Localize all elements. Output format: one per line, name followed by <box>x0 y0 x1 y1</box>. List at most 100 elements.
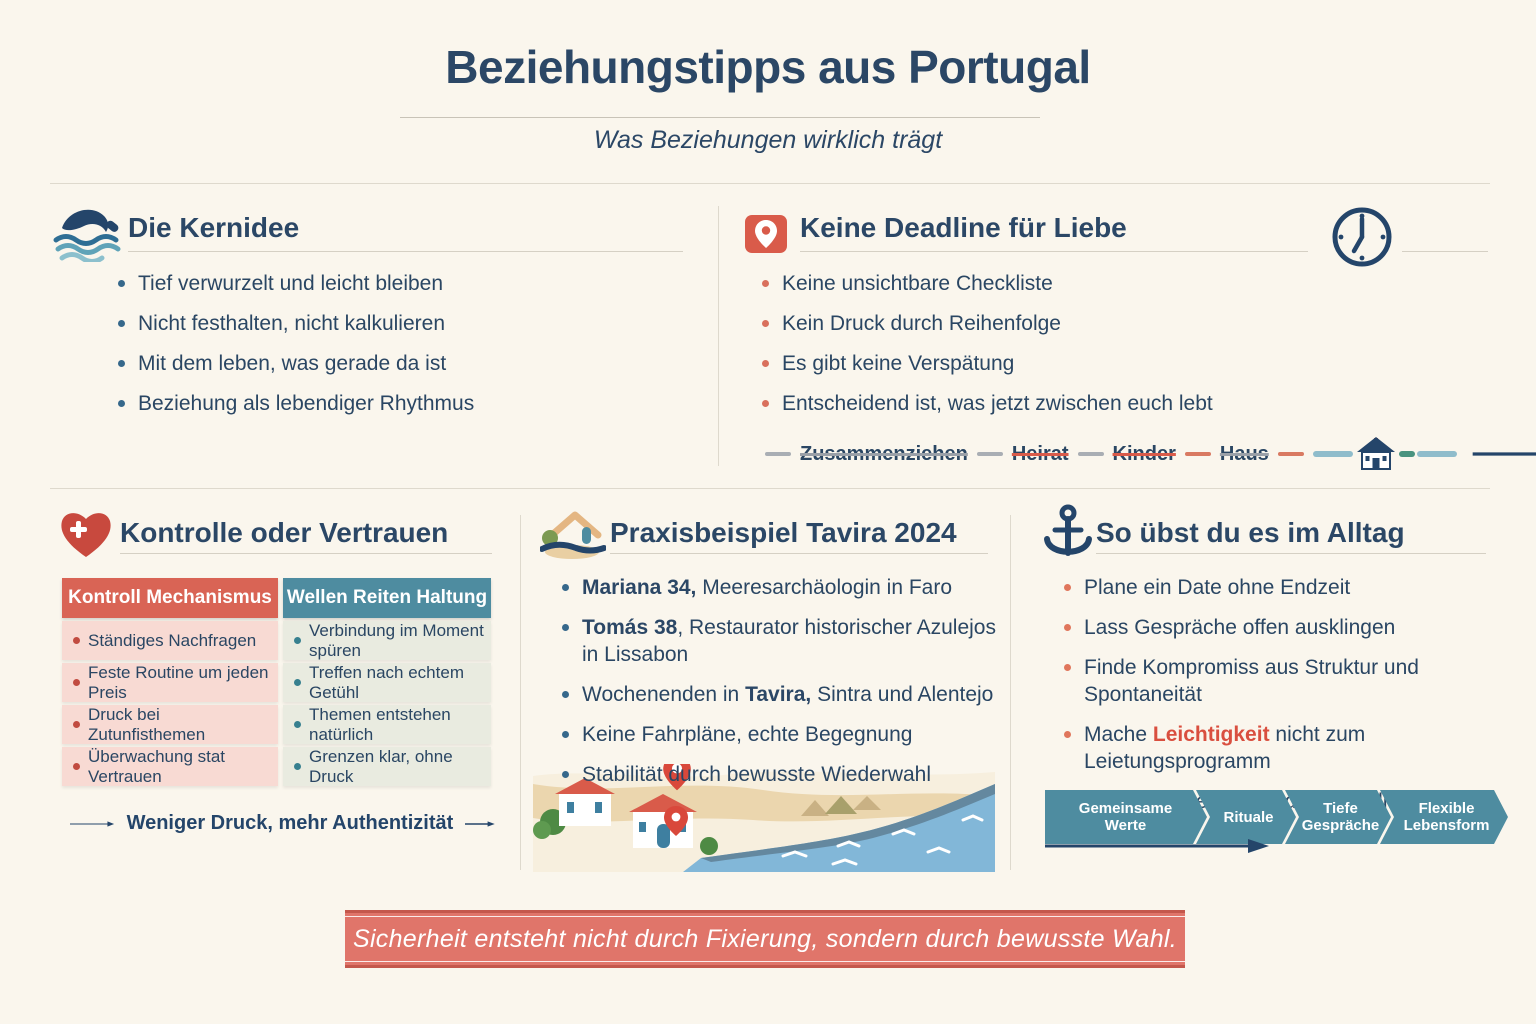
table-row: Ständiges Nachfragen <box>62 621 278 660</box>
bullet-dot <box>762 320 769 327</box>
strike-dash <box>1077 452 1104 456</box>
bullet-dot <box>562 691 569 698</box>
list-item: Mache Leichtigkeit nicht zum Leietungspr… <box>1064 721 1514 775</box>
text-segment: Wochenenden in <box>582 683 746 706</box>
bottom-banner: Sicherheit entsteht nicht durch Fixierun… <box>345 910 1185 968</box>
list-item: Keine unsichtbare Checkliste <box>762 270 1442 297</box>
list-item: Plane ein Date ohne Endzeit <box>1064 574 1514 601</box>
anchor-icon <box>1044 504 1092 556</box>
alltag-title: So übst du es im Alltag <box>1096 517 1405 548</box>
kontrolle-rule <box>120 553 492 554</box>
text-segment: Plane ein Date ohne Endzeit <box>1084 576 1351 599</box>
kontrolle-caption: Weniger Druck, mehr Authentizität <box>126 812 454 834</box>
struck-milestone: Zusammenziehen <box>800 442 968 465</box>
page-title: Beziehungstipps aus Portugal <box>445 41 1091 93</box>
text-segment: Sintra und Alentejo <box>811 683 994 706</box>
title-underline <box>400 117 1040 118</box>
bullet-text: Mariana 34, Meeresarchäologin in Faro <box>582 574 952 601</box>
bullet-text: Wochenenden in Tavira, Sintra und Alente… <box>582 681 993 708</box>
bullet-dot <box>562 771 569 778</box>
bullet-dot <box>562 584 569 591</box>
bullet-text: Nicht festhalten, nicht kalkulieren <box>138 312 445 335</box>
bullet-dot <box>294 763 301 770</box>
bottom-section-divider <box>1010 515 1011 870</box>
list-item: Es gibt keine Verspätung <box>762 350 1442 377</box>
bottom-section-divider <box>520 515 521 870</box>
table-row: Themen entstehen natürlich <box>283 705 491 744</box>
bullet-dot <box>1064 584 1071 591</box>
bullet-dot <box>1064 731 1071 738</box>
bullet-dot <box>1064 664 1071 671</box>
bullet-text: Beziehung als lebendiger Rhythmus <box>138 392 475 415</box>
cell-text: Treffen nach echtem Getühl <box>309 662 464 702</box>
strike-dash <box>976 452 1003 456</box>
list-item: Nicht festhalten, nicht kalkulieren <box>118 310 688 337</box>
heart-plus-icon <box>61 513 111 557</box>
text-segment-accent: Leichtigkeit <box>1152 723 1270 746</box>
bullet-text: Entscheidend ist, was jetzt zwischen euc… <box>782 392 1213 415</box>
list-item: Stabilität durch bewusste Wiederwahl <box>562 761 998 788</box>
praxis-list: Mariana 34, Meeresarchäologin in Faro To… <box>562 574 998 801</box>
table-row: Verbindung im Moment spüren <box>283 621 491 660</box>
list-item: Kein Druck durch Reihenfolge <box>762 310 1442 337</box>
bullet-text: Finde Kompromiss aus Struktur und Sponta… <box>1084 654 1514 708</box>
column-header: Wellen Reiten Haltung <box>283 578 491 618</box>
bullet-dot <box>73 763 80 770</box>
list-item: Tief verwurzelt und leicht bleiben <box>118 270 688 297</box>
list-item: Lass Gespräche offen ausklingen <box>1064 614 1514 641</box>
text-segment-bold: Tomás 38 <box>582 616 678 639</box>
bullet-text: Plane ein Date ohne Endzeit <box>1084 574 1350 601</box>
middle-divider <box>50 488 1490 489</box>
bullet-dot <box>294 679 301 686</box>
bullet-text: Stabilität durch bewusste Wiederwahl <box>582 761 931 788</box>
clock-icon <box>1332 207 1392 267</box>
small-house-icon <box>1356 437 1395 470</box>
struck-milestone: Haus <box>1219 442 1269 465</box>
bullet-dot <box>73 637 80 644</box>
list-item: Mit dem leben, was gerade da ist <box>118 350 688 377</box>
arrow-right-icon <box>70 820 115 827</box>
cell-text: Verbindung im Moment spüren <box>309 620 484 660</box>
bullet-dot <box>118 280 125 287</box>
bullet-text: Tomás 38, Restaurator historischer Azule… <box>582 614 998 668</box>
chevron-step: Tiefe Gespräche <box>1285 790 1391 844</box>
text-segment-bold: Tavira, <box>745 683 812 706</box>
column-header: Kontroll Mechanismus <box>62 578 278 618</box>
arrow-right-icon <box>465 820 495 827</box>
bullet-dot <box>73 679 80 686</box>
deadline-title: Keine Deadline für Liebe <box>800 212 1127 243</box>
kontrolle-caption-row: Weniger Druck, mehr Authentizität <box>70 812 495 835</box>
struck-milestone: Kinder <box>1112 442 1176 465</box>
text-segment-bold: Mariana 34, <box>582 576 697 599</box>
strike-dash <box>1277 452 1304 456</box>
table-column-control: Kontroll Mechanismus Ständiges Nachfrage… <box>62 578 278 786</box>
praxis-title: Praxisbeispiel Tavira 2024 <box>610 517 957 548</box>
timeline-segment <box>1312 451 1353 457</box>
table-row: Grenzen klar, ohne Druck <box>283 747 491 786</box>
bullet-text: Kein Druck durch Reihenfolge <box>782 312 1061 335</box>
bullet-dot <box>762 280 769 287</box>
bullet-dot <box>118 360 125 367</box>
bullet-text: Es gibt keine Verspätung <box>782 352 1015 375</box>
chevron-flow: Gemeinsame Werte Rituale Tiefe Gespräche… <box>1045 790 1508 844</box>
table-column-trust: Wellen Reiten Haltung Verbindung im Mome… <box>283 578 491 786</box>
text-segment: Stabilität durch bewusste Wiederwahl <box>582 763 932 786</box>
bullet-dot <box>762 360 769 367</box>
banner-text: Sicherheit entsteht nicht durch Fixierun… <box>352 924 1178 953</box>
text-segment: Keine Fahrpläne, echte Begegnung <box>582 723 913 746</box>
text-segment: Finde Kompromiss aus Struktur und Sponta… <box>1084 656 1419 706</box>
list-item: Beziehung als lebendiger Rhythmus <box>118 390 688 417</box>
coast-illustration <box>533 764 995 872</box>
house-icon <box>540 511 606 559</box>
text-segment: Mache <box>1084 723 1153 746</box>
list-item: Finde Kompromiss aus Struktur und Sponta… <box>1064 654 1514 708</box>
list-item: Entscheidend ist, was jetzt zwischen euc… <box>762 390 1442 417</box>
text-segment: , Restaurator historischer Azulejos in L… <box>582 616 996 666</box>
comparison-table: Kontroll Mechanismus Ständiges Nachfrage… <box>62 578 491 786</box>
timeline-segment <box>1416 451 1457 457</box>
table-row: Feste Routine um jeden Preis <box>62 663 278 702</box>
cell-text: Themen entstehen natürlich <box>309 704 451 744</box>
deadline-list: Keine unsichtbare Checkliste Kein Druck … <box>762 270 1442 430</box>
page-subtitle: Was Beziehungen wirklich trägt <box>593 126 943 154</box>
